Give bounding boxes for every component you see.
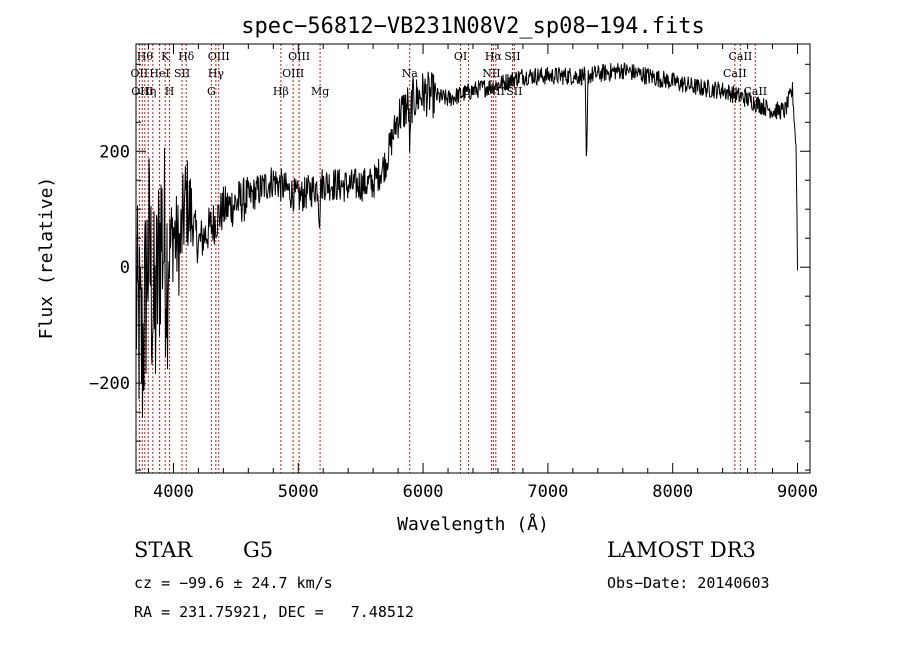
emission-line-label: CaII (723, 67, 747, 80)
emission-line-label: OIII (208, 50, 230, 63)
plot-frame (135, 43, 811, 474)
emission-line-label: CaII (729, 50, 753, 63)
object-subclass: G5 (243, 538, 274, 562)
emission-line-label: NII (482, 67, 500, 80)
x-tick-label: 7000 (527, 482, 568, 502)
spectrum-line (135, 62, 798, 418)
emission-line-label: Hβ (273, 85, 289, 98)
emission-line-label: OI (454, 50, 467, 63)
observation-date: Obs−Date: 20140603 (607, 574, 770, 592)
emission-line-label: Hα (485, 50, 503, 63)
emission-line-label: K (161, 50, 170, 63)
y-axis-ticks: −200 0 200 (89, 63, 810, 471)
y-tick-label: 0 (120, 258, 130, 278)
chart-title: spec−56812−VB231N08V2_sp08−194.fits (241, 14, 705, 39)
emission-line-label: Mg (311, 85, 329, 98)
emission-line-label: G (207, 85, 216, 98)
y-tick-label: −200 (89, 374, 130, 394)
emission-line-label: SII (504, 50, 520, 63)
survey-name: LAMOST DR3 (607, 538, 756, 562)
emission-line-label: SII (174, 67, 190, 80)
object-class: STAR (134, 538, 193, 562)
emission-line-label: OII (131, 67, 149, 80)
emission-line-label: HeI (149, 67, 169, 80)
emission-line-label: Hθ (137, 50, 154, 63)
x-axis-label: Wavelength (Å) (397, 513, 549, 535)
y-axis-label: Flux (relative) (36, 177, 57, 340)
x-tick-label: 5000 (278, 482, 319, 502)
redshift-velocity: cz = −99.6 ± 24.7 km/s (134, 574, 333, 592)
x-axis-ticks: 4000 5000 6000 7000 8000 9000 (147, 44, 818, 502)
emission-line-label: Hη (140, 85, 156, 98)
coordinates: RA = 231.75921, DEC = 7.48512 (134, 603, 414, 621)
x-tick-label: 4000 (153, 482, 194, 502)
emission-line-label: OIII (131, 85, 153, 98)
x-tick-label: 9000 (777, 482, 818, 502)
x-tick-label: 8000 (652, 482, 693, 502)
emission-line-label: Hγ (208, 67, 225, 80)
y-tick-label: 200 (99, 142, 130, 162)
emission-line-label: H (165, 85, 175, 98)
x-tick-label: 6000 (403, 482, 444, 502)
emission-line-label: OIII (288, 50, 310, 63)
emission-line-label: OIII (282, 67, 304, 80)
emission-line-markers (138, 44, 756, 473)
emission-line-label: Na (402, 67, 419, 80)
emission-line-label: Hδ (178, 50, 195, 63)
